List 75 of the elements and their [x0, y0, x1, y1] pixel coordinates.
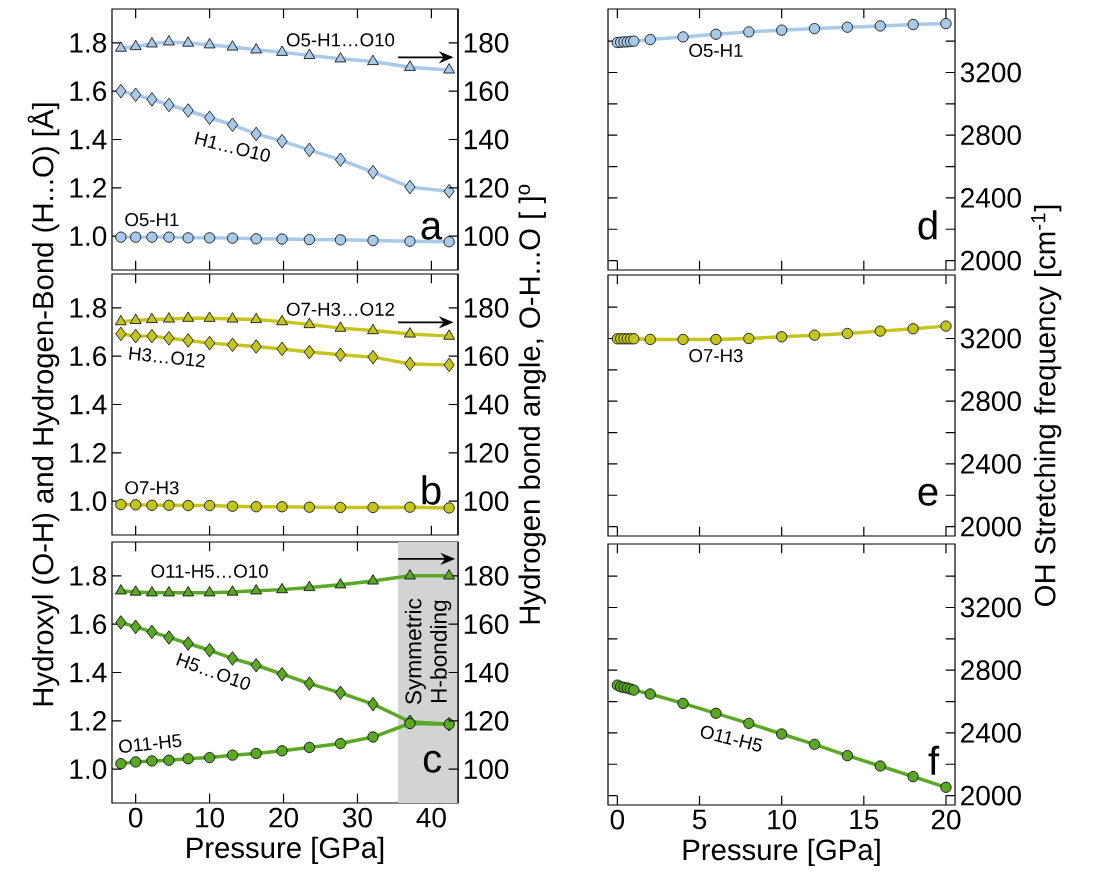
x-tick-label: 0	[610, 809, 625, 830]
y-tick-label: 1.8	[70, 32, 107, 53]
annotation: a	[421, 217, 443, 240]
y2-tick-label: 3200	[960, 328, 1021, 349]
y2-tick-label: 140	[464, 394, 509, 415]
y2-tick-label: 100	[464, 226, 509, 247]
x-tick-label: 10	[768, 809, 797, 830]
y2-tick-label: 100	[464, 491, 509, 512]
y-tick-label: 1.6	[70, 81, 107, 102]
y-tick-label: 1.0	[70, 491, 107, 512]
y2-tick-label: 3200	[960, 62, 1021, 83]
x-tick-label: 10	[196, 807, 225, 828]
y2-tick-label: 100	[464, 759, 509, 780]
annotation: c	[423, 750, 442, 773]
y2-tick-label: 120	[464, 710, 509, 731]
annotation: e	[918, 483, 938, 506]
y2-tick-label: 180	[464, 565, 509, 586]
y2-tick-label: 2400	[961, 454, 1021, 474]
x-tick-label: 20	[931, 809, 961, 830]
y2-tick-label: 2800	[961, 391, 1021, 412]
y-tick-label: 1.2	[70, 711, 106, 731]
text: O11-H5	[700, 725, 763, 752]
y-tick-label: 1.2	[70, 443, 106, 463]
text: H3…O12	[129, 346, 205, 368]
y-tick-label: 1.4	[70, 129, 107, 150]
y2-tick-label: 2000	[961, 250, 1021, 271]
y2-tick-label: 140	[464, 662, 509, 683]
text: O11-H5	[119, 733, 182, 753]
annotation: f	[928, 745, 940, 775]
y2-tick-label: 120	[464, 177, 509, 198]
series-label: O7-H3	[689, 349, 743, 363]
x-tick-label: 40	[416, 807, 446, 828]
y2-axis-title: OH Stretching frequency [cm$^{-1}$]	[1031, 205, 1062, 606]
y2-tick-label: 140	[464, 129, 509, 150]
legend-label: O11-H5…O10	[151, 564, 268, 578]
y-tick-label: 1.6	[70, 614, 107, 635]
y-tick-label: 1.0	[70, 226, 107, 247]
x-tick-label: 20	[269, 807, 298, 828]
y-axis-title: Hydroxyl (O-H) and Hydrogen-Bond (H...O) [Å]	[27, 103, 60, 706]
y2-tick-label: 2800	[961, 125, 1021, 146]
x-axis-title: Pressure [GPa]	[683, 838, 880, 866]
y-tick-label: 1.8	[70, 297, 107, 318]
x-tick-label: 5	[692, 809, 707, 830]
y2-tick-label: 160	[464, 81, 509, 102]
y2-tick-label: 2000	[961, 785, 1021, 806]
x-axis-title: Pressure [GPa]	[187, 836, 384, 864]
y2-tick-label: 2400	[961, 187, 1021, 208]
y2-tick-label: 160	[464, 346, 509, 367]
x-tick-label: 30	[342, 807, 372, 828]
legend-label: O5-H1…O10	[286, 33, 395, 47]
y2-tick-label: 160	[464, 614, 509, 635]
y-tick-label: 1.4	[70, 662, 107, 683]
y2-tick-label: 2400	[961, 723, 1021, 743]
annotation: d	[918, 210, 937, 240]
y-tick-label: 1.6	[70, 346, 107, 367]
y2-tick-label: 120	[464, 442, 509, 463]
y-tick-label: 1.8	[70, 565, 107, 586]
y2-axis-title: Hydrogen bond angle, O-H...O [ ]$^{o}$	[518, 184, 546, 624]
y2-tick-label: 3200	[960, 597, 1021, 618]
series-label: O7-H3	[125, 481, 179, 495]
series-label: O5-H1	[125, 212, 179, 227]
y-tick-label: 1.4	[70, 394, 107, 415]
series-label: O5-H1	[689, 43, 743, 58]
y-tick-label: 1.2	[70, 178, 106, 198]
x-tick-label: 0	[128, 807, 143, 828]
y2-tick-label: 180	[464, 297, 509, 318]
text: H1…O10	[194, 131, 270, 162]
y2-tick-label: 180	[464, 32, 509, 53]
x-tick-label: 15	[850, 809, 879, 830]
y2-tick-label: 2000	[961, 516, 1021, 537]
band-label: Symmetric H-bonding	[404, 598, 452, 705]
y2-tick-label: 2800	[961, 660, 1021, 681]
legend-label: O7-H3…O12	[286, 302, 394, 316]
y-tick-label: 1.0	[70, 759, 107, 780]
annotation: b	[422, 475, 441, 505]
